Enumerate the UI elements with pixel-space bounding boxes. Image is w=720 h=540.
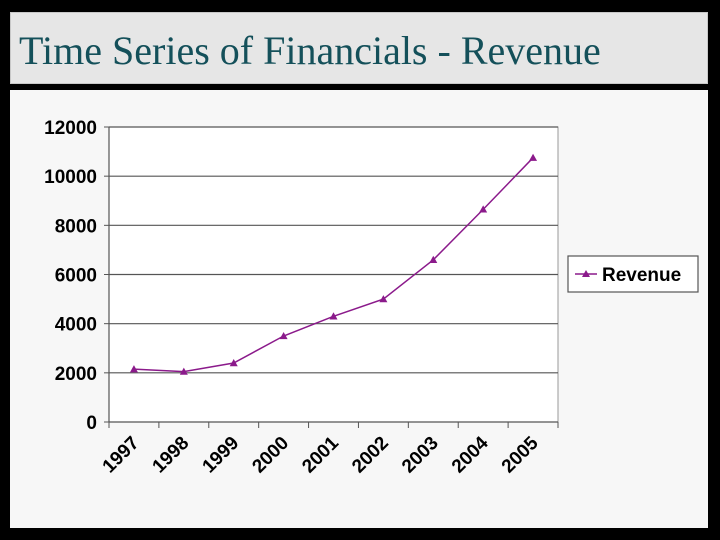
data-point-2002 <box>379 295 388 303</box>
legend-label-revenue: Revenue <box>602 265 681 286</box>
revenue-line-chart: 0 2000 4000 6000 8000 10000 12000 1997 1998 1999… <box>44 118 699 477</box>
x-tick-label-2004: 2004 <box>448 432 493 477</box>
x-tick-label-2000: 2000 <box>248 433 293 478</box>
x-tick-label-2002: 2002 <box>348 433 393 478</box>
y-tick-label-12000: 12000 <box>44 118 97 139</box>
data-point-1998 <box>179 367 188 375</box>
x-tick-label-2001: 2001 <box>298 432 343 477</box>
legend-marker-swatch <box>582 270 590 277</box>
x-tick-label-1997: 1997 <box>99 433 144 478</box>
data-point-1997 <box>129 365 138 373</box>
x-axis-tick-labels: 1997 1998 1999 2000 2001 2002 2003 2004 2005 <box>99 432 543 477</box>
data-point-1999 <box>229 359 238 367</box>
y-tick-label-8000: 8000 <box>55 216 97 237</box>
y-tick-label-4000: 4000 <box>55 315 97 336</box>
x-tick-label-2005: 2005 <box>498 432 543 477</box>
y-tick-label-10000: 10000 <box>44 167 97 188</box>
gridlines <box>108 126 559 423</box>
x-tick-label-1998: 1998 <box>149 433 194 478</box>
title-band: Time Series of Financials - Revenue <box>10 12 708 84</box>
chart-panel: 0 2000 4000 6000 8000 10000 12000 1997 1998 1999… <box>10 90 708 528</box>
data-point-2000 <box>279 331 288 340</box>
y-tick-label-2000: 2000 <box>55 364 97 385</box>
x-tick-label-1999: 1999 <box>199 433 244 478</box>
data-point-2001 <box>329 312 338 320</box>
data-point-2005 <box>529 153 538 161</box>
y-tick-label-0: 0 <box>86 413 97 434</box>
series-revenue <box>129 153 538 375</box>
x-tick-label-2003: 2003 <box>398 433 443 478</box>
legend: Revenue <box>567 255 699 293</box>
y-axis-tick-labels: 0 2000 4000 6000 8000 10000 12000 <box>44 118 97 434</box>
data-point-2003 <box>429 255 438 263</box>
slide-title: Time Series of Financials - Revenue <box>19 28 601 73</box>
y-tick-label-6000: 6000 <box>55 266 97 287</box>
axes <box>104 126 559 428</box>
data-point-2004 <box>479 205 488 213</box>
